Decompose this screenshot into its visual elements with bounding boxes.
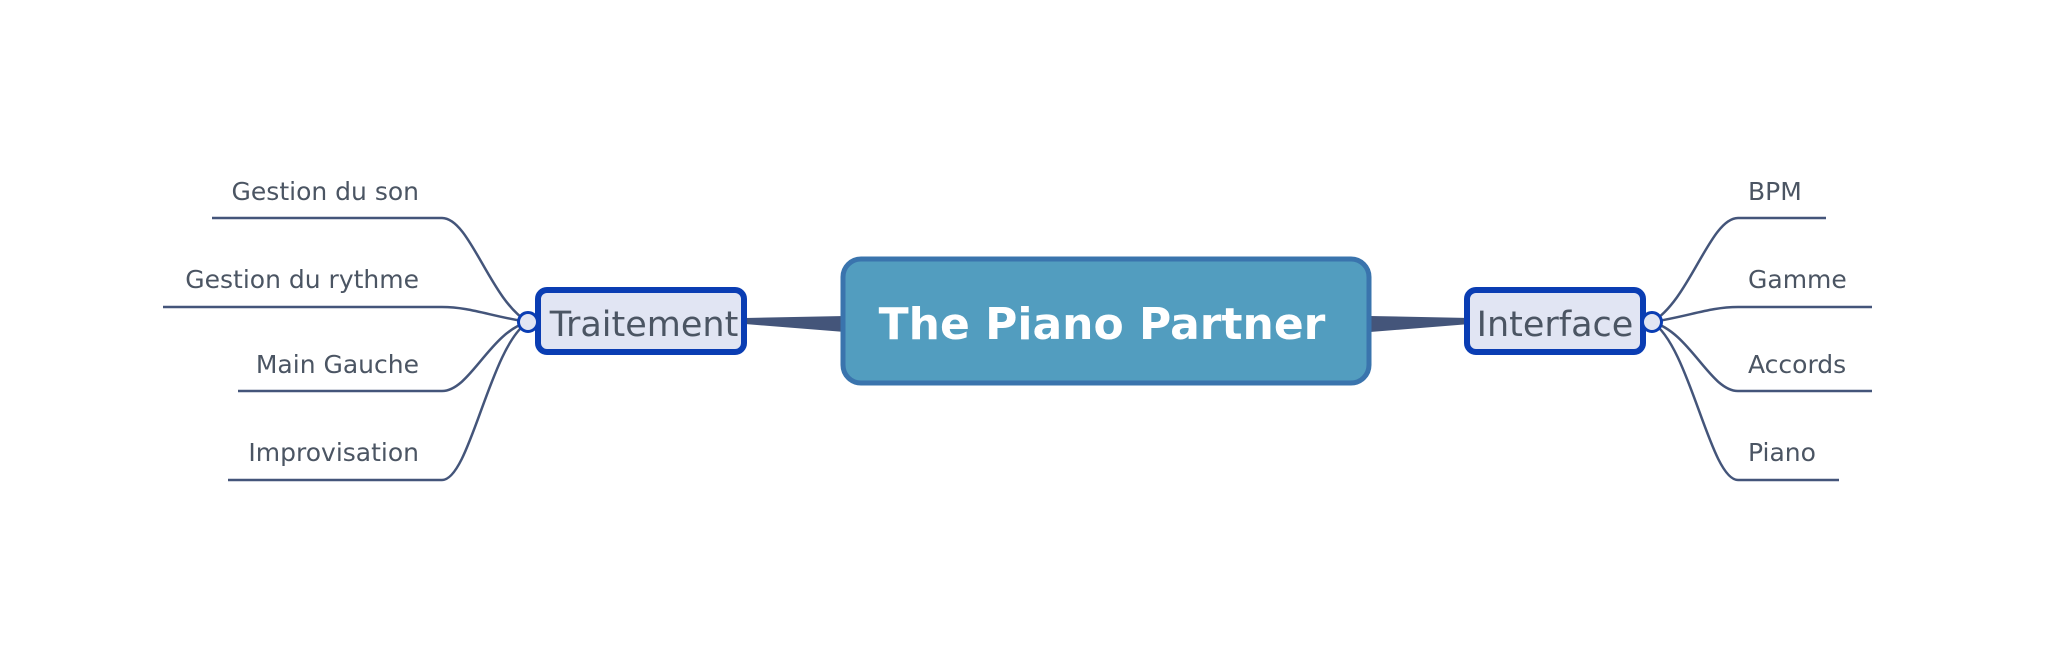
leaf-main-gauche[interactable]: Main Gauche: [256, 350, 419, 379]
leaf-bpm[interactable]: BPM: [1748, 177, 1802, 206]
leaf-improvisation[interactable]: Improvisation: [248, 438, 419, 467]
edge-gestion-du-rythme: [163, 305, 529, 324]
edge-piano: [1651, 320, 1839, 482]
branch-label-traitement: Traitement: [549, 305, 739, 345]
root-node[interactable]: The Piano Partner: [840, 256, 1372, 386]
connector-root-to-traitement: [745, 316, 845, 332]
leaf-gamme[interactable]: Gamme: [1748, 265, 1847, 294]
edge-gamme: [1651, 305, 1872, 324]
edge-accords: [1651, 320, 1872, 393]
collapse-toggle-interface[interactable]: [1641, 311, 1663, 333]
leaf-gestion-du-son[interactable]: Gestion du son: [232, 177, 419, 206]
branch-node-interface[interactable]: Interface: [1464, 287, 1646, 355]
root-node-box: [840, 256, 1372, 386]
leaf-piano[interactable]: Piano: [1748, 438, 1816, 467]
edge-bpm: [1651, 216, 1826, 324]
edge-improvisation: [228, 320, 529, 482]
edge-main-gauche: [238, 320, 529, 393]
leaf-accords[interactable]: Accords: [1748, 350, 1846, 379]
right-leaf-edges: [1651, 216, 1872, 482]
root-node-label: The Piano Partner: [879, 299, 1326, 350]
edge-gestion-du-son: [212, 216, 529, 324]
branch-node-traitement[interactable]: Traitement: [535, 287, 747, 355]
connector-root-to-interface: [1370, 316, 1470, 332]
leaf-gestion-du-rythme[interactable]: Gestion du rythme: [185, 265, 419, 294]
left-leaf-edges: [163, 216, 529, 482]
branch-label-interface: Interface: [1477, 305, 1634, 345]
collapse-toggle-traitement[interactable]: [517, 311, 539, 333]
